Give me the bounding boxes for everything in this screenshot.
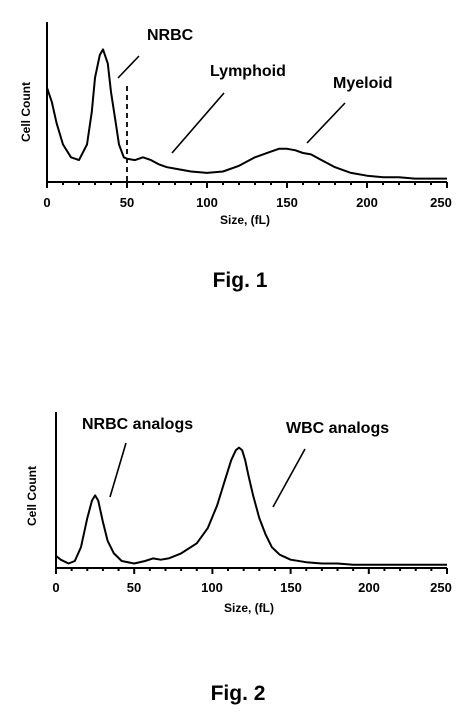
fig2-xtick-label: 50: [127, 580, 141, 595]
fig1-lymphoid-leader-line: [171, 92, 225, 154]
fig2-xtick-label: 150: [280, 580, 302, 595]
fig1-annotation-nrbc: NRBC: [147, 27, 194, 44]
fig2-annotation-nrbc-analogs: NRBC analogs: [82, 416, 193, 433]
fig2-xtick-label: 250: [430, 580, 452, 595]
fig1-series-line: [46, 48, 447, 180]
fig1-annotation-myeloid: Myeloid: [333, 75, 393, 92]
fig1-xtick-label: 100: [196, 195, 218, 210]
fig2-xtick-label: 100: [201, 580, 223, 595]
fig1-annotation-lymphoid: Lymphoid: [210, 63, 286, 80]
fig2-y-axis-label: Cell Count: [25, 466, 39, 526]
fig1-x-axis-label: Size, (fL): [220, 213, 270, 227]
fig2-chart: 0 50 100 150 200 250 Size, (fL) Cell Cou…: [25, 412, 452, 705]
fig1-xtick-label: 200: [356, 195, 378, 210]
fig2-caption: Fig. 2: [211, 682, 266, 705]
fig1-xtick-label: 150: [276, 195, 298, 210]
fig1-xtick-label: 50: [120, 195, 134, 210]
fig2-series-line: [55, 446, 447, 566]
fig1-x-ticks: [46, 182, 448, 188]
fig1-chart: 0 50 100 150 200 250 Size, (fL) Cell Cou…: [19, 22, 452, 292]
fig1-nrbc-leader-line: [117, 55, 140, 79]
fig2-wbc-analogs-leader-line: [272, 448, 306, 508]
fig2-nrbc-analogs-leader-line: [109, 442, 127, 498]
fig1-caption: Fig. 1: [213, 269, 268, 292]
fig1-y-axis-label: Cell Count: [19, 82, 33, 142]
fig1-xtick-label: 250: [430, 195, 452, 210]
fig2-annotation-wbc-analogs: WBC analogs: [286, 420, 389, 437]
fig2-xtick-label: 0: [52, 580, 59, 595]
fig2-x-ticks: [55, 568, 448, 574]
fig1-myeloid-leader-line: [306, 102, 346, 144]
fig2-xtick-label: 200: [358, 580, 380, 595]
fig2-x-axis-label: Size, (fL): [224, 601, 274, 615]
fig1-xtick-label: 0: [43, 195, 50, 210]
